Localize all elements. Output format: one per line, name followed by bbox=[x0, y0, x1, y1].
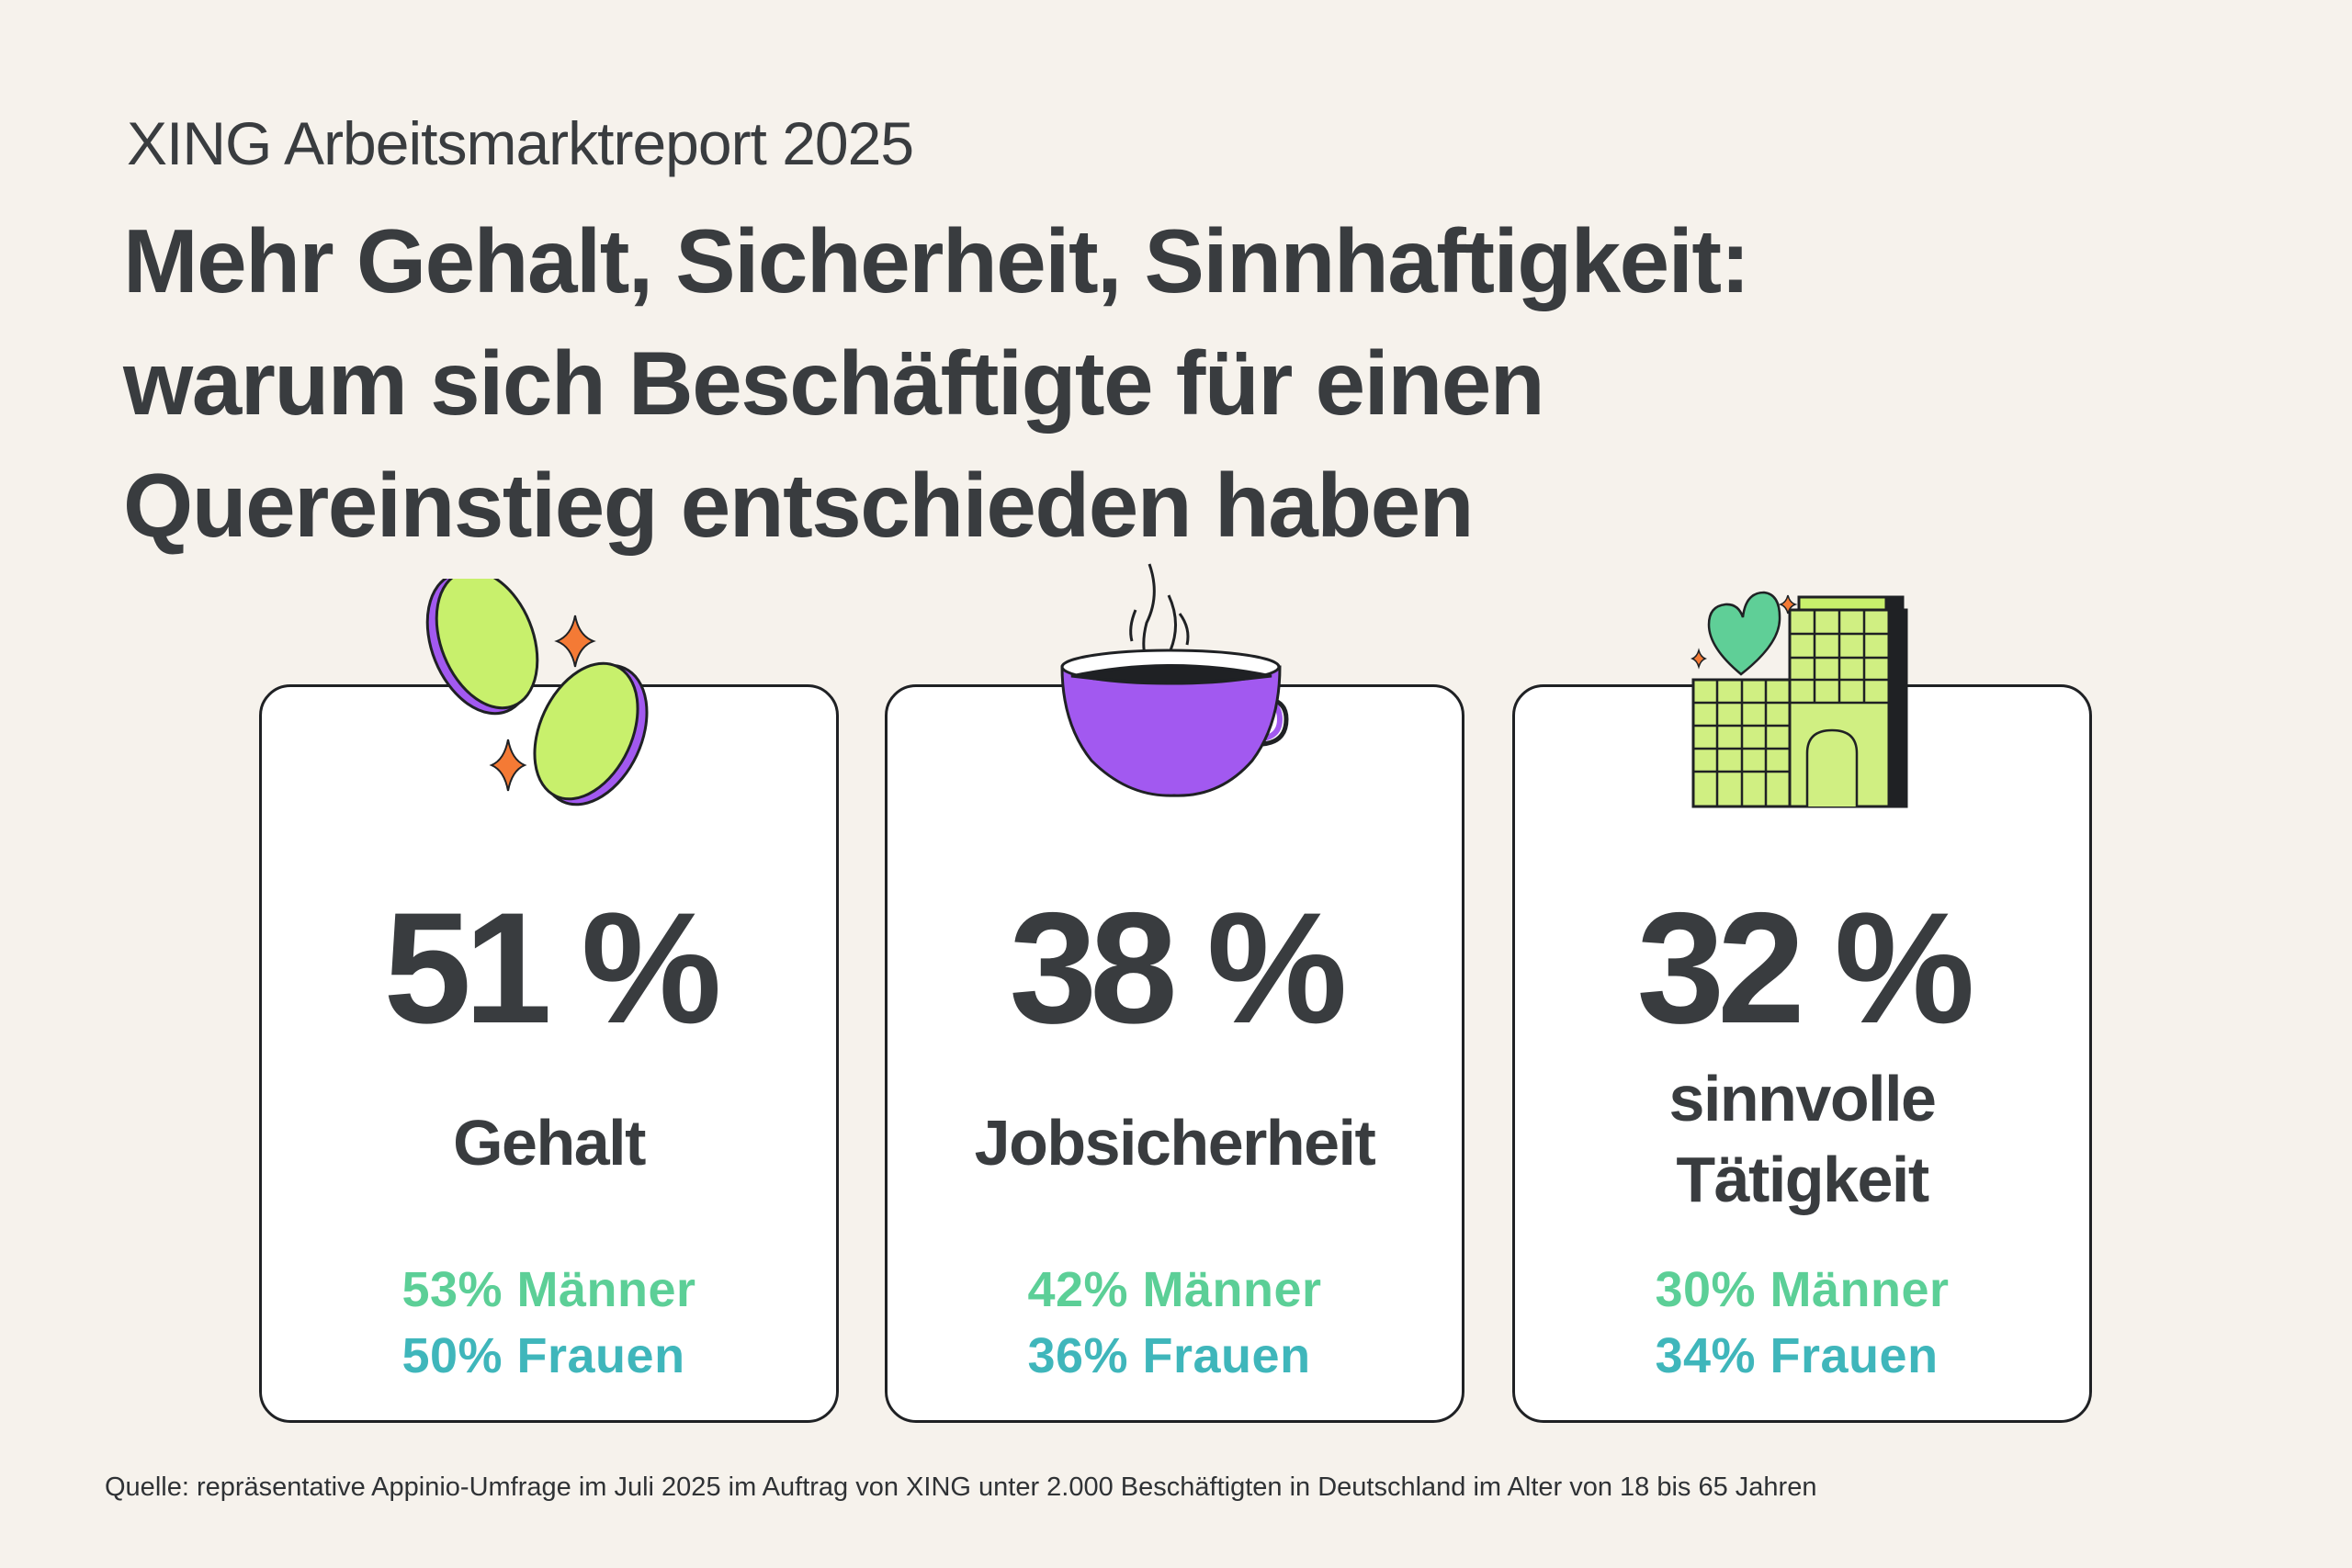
stat-label-line: sinnvolle bbox=[1668, 1063, 1937, 1134]
coins-icon bbox=[425, 579, 649, 807]
page-title: Mehr Gehalt, Sicherheit, Sinnhaftigkeit:… bbox=[123, 200, 1750, 567]
men-share: 42% Männer bbox=[1027, 1262, 1322, 1317]
headline-line: Mehr Gehalt, Sicherheit, Sinnhaftigkeit: bbox=[123, 210, 1750, 311]
women-share: 36% Frauen bbox=[1027, 1328, 1311, 1383]
stat-label-line: Jobsicherheit bbox=[974, 1107, 1376, 1179]
gender-split: 53% Männer 50% Frauen bbox=[262, 1257, 836, 1389]
stat-label-line: Tätigkeit bbox=[1676, 1144, 1929, 1215]
headline-line: warum sich Beschäftigte für einen bbox=[123, 333, 1545, 434]
stat-percent: 38 % bbox=[1009, 880, 1347, 1056]
coffee-cup-icon bbox=[1060, 563, 1289, 797]
stat-card-gehalt: 51 % Gehalt 53% Männer 50% Frauen bbox=[259, 684, 839, 1423]
stat-label: sinnvolle Tätigkeit bbox=[1515, 1058, 2089, 1220]
men-share: 53% Männer bbox=[401, 1262, 696, 1317]
stat-card-sinnvolle-taetigkeit: 32 % sinnvolle Tätigkeit 30% Männer 34% … bbox=[1512, 684, 2092, 1423]
gender-split: 42% Männer 36% Frauen bbox=[888, 1257, 1462, 1389]
headline-line: Quereinstieg entschieden haben bbox=[123, 455, 1474, 556]
kicker-title: XING Arbeitsmarktreport 2025 bbox=[127, 109, 914, 177]
stat-card-jobsicherheit: 38 % Jobsicherheit 42% Männer 36% Frauen bbox=[885, 684, 1464, 1423]
stat-label-line: Gehalt bbox=[453, 1107, 646, 1179]
women-share: 50% Frauen bbox=[401, 1328, 685, 1383]
stat-label: Jobsicherheit bbox=[888, 1102, 1462, 1183]
women-share: 34% Frauen bbox=[1655, 1328, 1939, 1383]
men-share: 30% Männer bbox=[1655, 1262, 1950, 1317]
stat-label: Gehalt bbox=[262, 1102, 836, 1183]
stat-percent: 32 % bbox=[1636, 880, 1974, 1056]
stat-percent: 51 % bbox=[383, 880, 721, 1056]
source-note: Quelle: repräsentative Appinio-Umfrage i… bbox=[105, 1472, 1817, 1502]
building-heart-icon bbox=[1690, 591, 1908, 808]
gender-split: 30% Männer 34% Frauen bbox=[1515, 1257, 2089, 1389]
